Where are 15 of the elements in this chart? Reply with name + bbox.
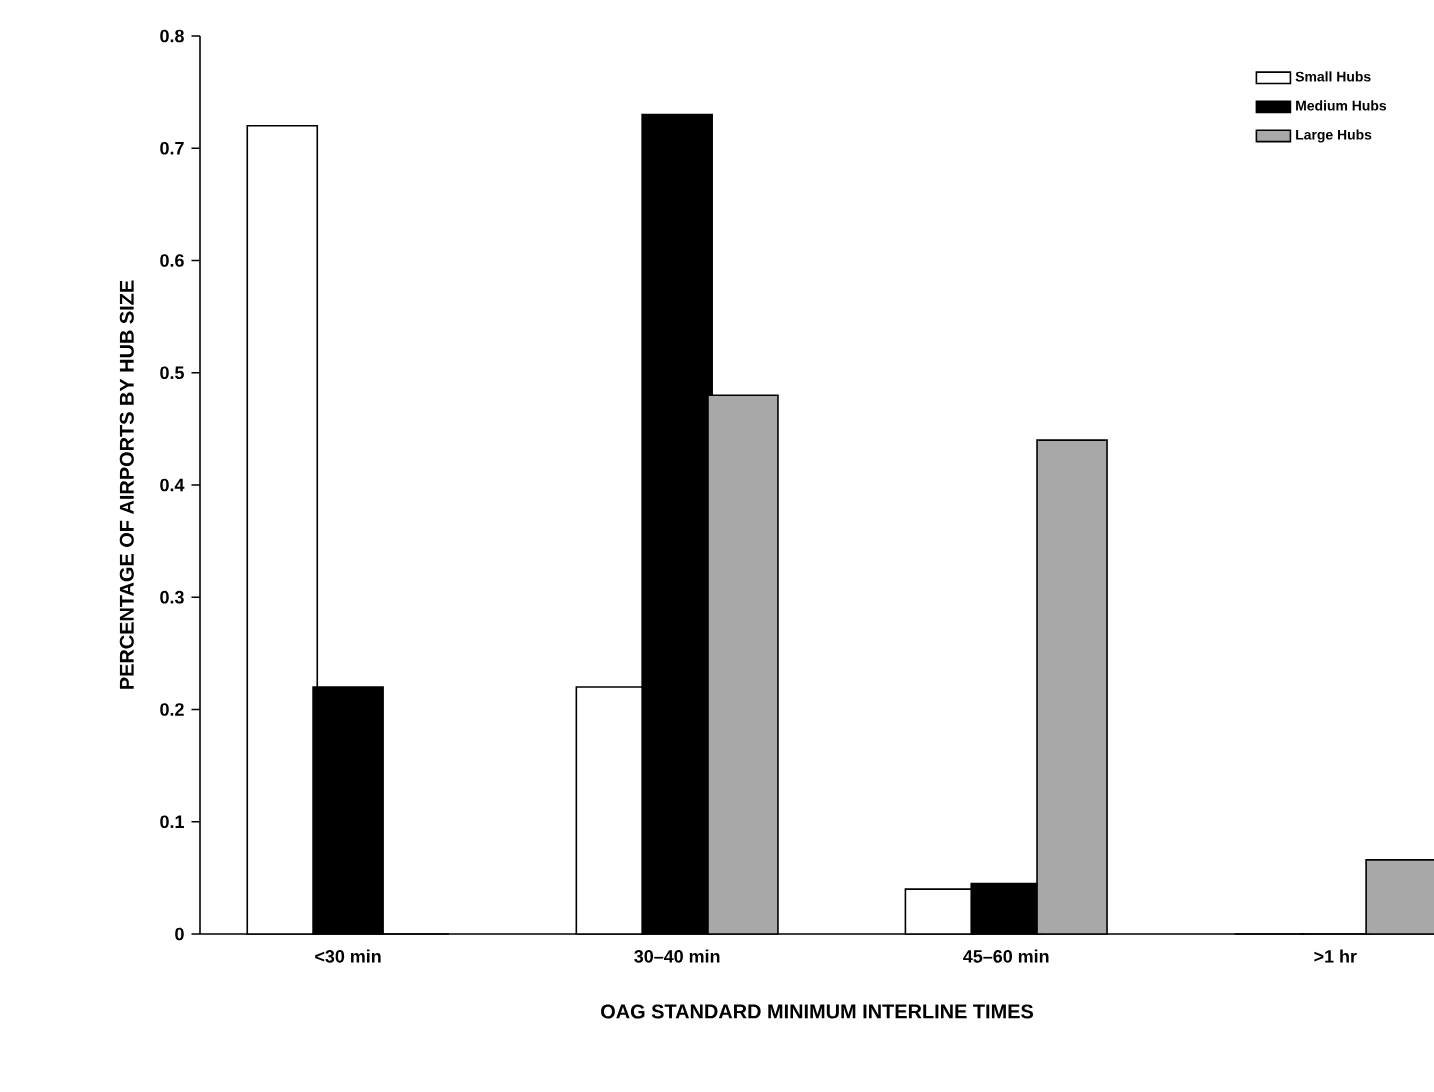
y-axis-title: PERCENTAGE OF AIRPORTS BY HUB SIZE — [119, 280, 134, 689]
x-axis-title: OAG STANDARD MINIMUM INTERLINE TIMES — [601, 1004, 1034, 1019]
y-tick-label: 0.1 — [160, 815, 184, 829]
x-tick-label: 45–60 min — [963, 949, 1049, 963]
y-tick-label: 0 — [175, 927, 184, 941]
x-tick-label: <30 min — [315, 949, 381, 963]
y-tick-label: 0.2 — [160, 703, 184, 716]
y-tick-label: 0.3 — [160, 590, 184, 604]
y-tick-label: 0.7 — [160, 141, 184, 155]
x-tick-label: >1 hr — [1314, 949, 1357, 963]
y-tick-label: 0.4 — [160, 478, 185, 492]
y-tick-label: 0.5 — [160, 366, 184, 380]
y-tick-label: 0.6 — [160, 254, 184, 267]
x-tick-label: 30–40 min — [634, 949, 720, 963]
y-tick-label: 0.8 — [160, 29, 184, 43]
